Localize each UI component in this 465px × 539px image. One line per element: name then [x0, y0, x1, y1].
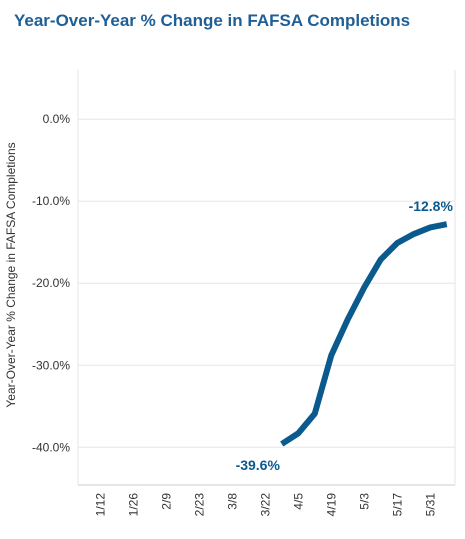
x-tick-label: 5/17 [390, 493, 404, 517]
x-tick-label: 1/12 [93, 493, 107, 517]
x-tick-label: 3/22 [258, 493, 272, 517]
x-tick-label: 5/3 [357, 493, 371, 510]
y-tick-label: -40.0% [32, 440, 70, 454]
y-tick-label: -30.0% [32, 358, 70, 372]
y-tick-label: -20.0% [32, 276, 70, 290]
line [280, 221, 448, 447]
x-tick-label: 1/26 [126, 493, 140, 517]
x-tick-label: 2/23 [192, 493, 206, 517]
y-tick-label: 0.0% [43, 112, 71, 126]
x-tick-label: 4/19 [324, 493, 338, 517]
x-tick-label: 2/9 [159, 493, 173, 510]
y-axis-label: Year-Over-Year % Change in FAFSA Complet… [4, 142, 18, 407]
x-tick-label: 4/5 [291, 493, 305, 510]
data-label: -12.8% [409, 198, 454, 214]
x-tick-label: 5/31 [423, 493, 437, 517]
x-tick-label: 3/8 [225, 493, 239, 510]
chart-title: Year-Over-Year % Change in FAFSA Complet… [14, 11, 410, 30]
y-tick-label: -10.0% [32, 194, 70, 208]
data-label: -39.6% [236, 457, 281, 473]
